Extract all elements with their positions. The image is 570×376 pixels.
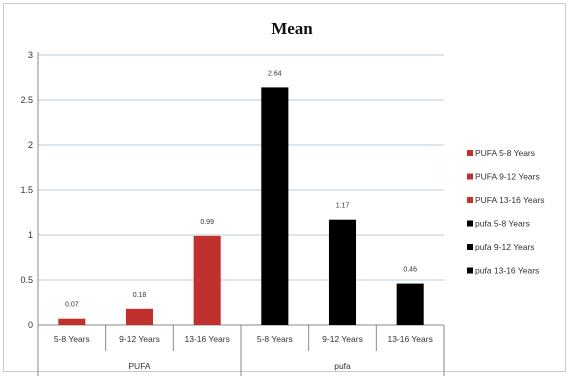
- x-group-label: PUFA: [128, 361, 151, 371]
- y-tick-label: 2.5: [20, 95, 33, 105]
- bar: [396, 283, 424, 325]
- x-category-label: 13-16 Years: [184, 334, 229, 344]
- bar: [58, 318, 86, 325]
- y-tick-label: 0.5: [20, 275, 33, 285]
- data-label: 0.18: [133, 292, 147, 299]
- y-tick-label: 2: [28, 140, 33, 150]
- y-tick-label: 1.5: [20, 185, 33, 195]
- legend-label: PUFA 13-16 Years: [475, 195, 544, 205]
- legend: PUFA 5-8 Years PUFA 9-12 Years PUFA 13-16 …: [467, 148, 544, 276]
- legend-swatch: [467, 197, 473, 203]
- legend-label: pufa 13-16 Years: [475, 266, 539, 276]
- legend-label: pufa 9-12 Years: [475, 242, 535, 252]
- legend-swatch: [467, 244, 473, 250]
- data-label: 0.07: [65, 302, 79, 309]
- data-label: 1.17: [336, 203, 350, 210]
- legend-label: PUFA 5-8 Years: [475, 148, 535, 158]
- y-tick-label: 0: [28, 320, 33, 330]
- data-label: 2.64: [268, 70, 282, 77]
- y-tick-label: 3: [28, 50, 33, 60]
- legend-swatch: [467, 150, 473, 156]
- x-category-label: 13-16 Years: [387, 334, 432, 344]
- legend-swatch: [467, 267, 473, 274]
- data-label: 0.46: [403, 267, 417, 274]
- x-category-label: 5-8 Years: [54, 334, 90, 344]
- x-category-label: 9-12 Years: [322, 334, 363, 344]
- x-category-label: 9-12 Years: [119, 334, 160, 344]
- bar: [125, 308, 154, 325]
- legend-label: PUFA 9-12 Years: [475, 172, 540, 182]
- x-category-label: 5-8 Years: [257, 334, 293, 344]
- bar: [261, 87, 289, 326]
- chart-title: Mean: [271, 19, 313, 38]
- bar: [193, 235, 221, 325]
- legend-label: pufa 5-8 Years: [475, 219, 530, 229]
- x-group-label: pufa: [334, 361, 351, 371]
- plot-area: 0 0.5 1 1.5 2 2.5 3 0.07 5-8 Years 0.18 9-12 Years…: [20, 50, 445, 376]
- legend-swatch: [467, 220, 473, 227]
- y-tick-label: 1: [28, 230, 33, 240]
- data-label: 0.99: [200, 219, 214, 226]
- bar: [328, 219, 357, 325]
- legend-swatch: [467, 173, 473, 180]
